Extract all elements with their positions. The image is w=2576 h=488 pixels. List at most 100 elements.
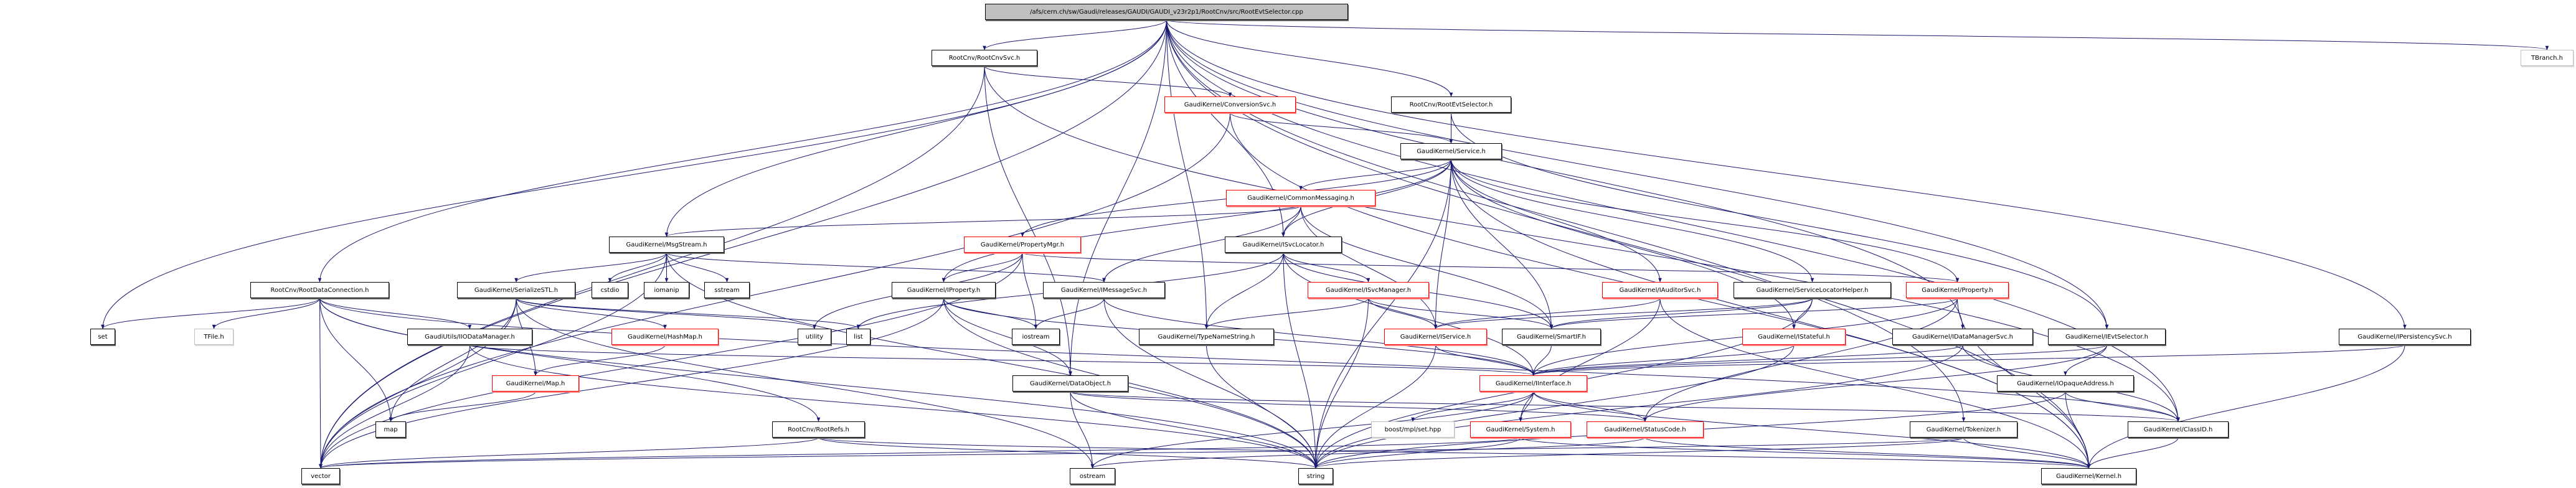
node-istateful[interactable]: GaudiKernel/IStateful.h (1742, 329, 1846, 345)
edge-serializestl-to-utility (516, 298, 816, 329)
edge-msgstream-to-imessagesvc (666, 252, 1106, 283)
node-iservice[interactable]: GaudiKernel/IService.h (1384, 329, 1487, 345)
node-sstream[interactable]: sstream (704, 282, 750, 298)
edge-ipersistencysvc-to-kernel (2087, 344, 2405, 469)
node-isvcmanager[interactable]: GaudiKernel/ISvcManager.h (1308, 282, 1429, 298)
node-vector[interactable]: vector (301, 468, 340, 484)
edge-rootcnvsvc-to-conversionsvc (984, 65, 1232, 97)
node-service[interactable]: GaudiKernel/Service.h (1400, 143, 1502, 159)
node-string[interactable]: string (1298, 468, 1333, 484)
edge-svclochelper-to-iservice (1433, 298, 1813, 329)
edge-iauditorsvc-to-iservice (1433, 298, 1661, 329)
edge-root-to-vector (319, 19, 1167, 469)
node-mapgk[interactable]: GaudiKernel/Map.h (492, 375, 579, 392)
edge-isvcmanager-to-smartif (1368, 298, 1554, 329)
edge-idatamgrsvc-to-iinterface (1531, 344, 1963, 376)
node-dataobject[interactable]: GaudiKernel/DataObject.h (1012, 375, 1128, 392)
edge-rootdataconn-to-iiodatamgr (319, 298, 472, 329)
node-svclochelper[interactable]: GaudiKernel/ServiceLocatorHelper.h (1734, 282, 1891, 298)
node-set[interactable]: set (90, 329, 115, 345)
edge-property-to-smartif (1549, 298, 1958, 329)
node-classid[interactable]: GaudiKernel/ClassID.h (2128, 421, 2229, 438)
edge-hashmap-to-mapgk (534, 344, 666, 376)
edge-ievtselector-to-statuscode (1643, 344, 2107, 422)
node-ipersistencysvc[interactable]: GaudiKernel/IPersistencySvc.h (2339, 329, 2471, 345)
node-smartif[interactable]: GaudiKernel/SmartIF.h (1502, 329, 1601, 345)
edge-rootdataconn-to-vector (319, 298, 323, 469)
edge-root-to-rootdataconn (318, 19, 1167, 283)
node-msgstream[interactable]: GaudiKernel/MsgStream.h (609, 237, 724, 253)
edge-service-to-property (1451, 159, 1960, 283)
edge-service-to-iauditorsvc (1451, 159, 1662, 283)
edge-iopaqueaddr-to-classid (2065, 391, 2180, 422)
node-idatamgrsvc[interactable]: GaudiKernel/IDataManagerSvc.h (1892, 329, 2033, 345)
edge-propertymgr-to-iproperty (941, 252, 1023, 283)
node-rootevtselh[interactable]: RootCnv/RootEvtSelector.h (1391, 96, 1511, 113)
node-iauditorsvc[interactable]: GaudiKernel/IAuditorSvc.h (1602, 282, 1718, 298)
edge-dataobject-to-classid (1070, 391, 2180, 422)
edge-dataobject-to-statuscode (1070, 391, 1647, 422)
node-cstdio[interactable]: cstdio (592, 282, 628, 298)
node-rootcnvsvc[interactable]: RootCnv/RootCnvSvc.h (932, 50, 1037, 66)
node-hashmap[interactable]: GaudiKernel/HashMap.h (611, 329, 719, 345)
node-property[interactable]: GaudiKernel/Property.h (1906, 282, 2009, 298)
edge-dataobject-to-string (1070, 391, 1318, 469)
node-propertymgr[interactable]: GaudiKernel/PropertyMgr.h (964, 237, 1081, 253)
node-ostream[interactable]: ostream (1070, 468, 1115, 484)
edge-conversionsvc-to-service (1230, 112, 1453, 144)
node-kernel[interactable]: GaudiKernel/Kernel.h (2041, 468, 2136, 484)
node-list[interactable]: list (846, 329, 870, 345)
edge-system-to-string (1314, 437, 1521, 469)
node-rootdataconn[interactable]: RootCnv/RootDataConnection.h (250, 282, 389, 298)
edge-commonmsg-to-iservice (1300, 205, 1438, 329)
edge-system-to-kernel (1520, 437, 2091, 469)
edge-rootrefs-to-string (818, 437, 1318, 469)
edge-statuscode-to-kernel (1644, 437, 2091, 469)
node-iproperty[interactable]: GaudiKernel/IProperty.h (892, 282, 996, 298)
node-iostream[interactable]: iostream (1012, 329, 1060, 345)
edge-root-to-ievtselector (1166, 19, 2109, 329)
edge-service-to-iservice (1433, 159, 1451, 329)
edge-classid-to-kernel (2087, 437, 2179, 469)
edge-ipersistencysvc-to-iinterface (1532, 344, 2405, 376)
edge-imessagesvc-to-iostream (1034, 298, 1105, 329)
edge-service-to-string (1314, 159, 1451, 469)
node-map[interactable]: map (375, 421, 406, 438)
edge-rootrefs-to-vector (319, 437, 819, 469)
edge-imessagesvc-to-iinterface (1103, 298, 1536, 376)
edge-msgstream-to-serializestl (514, 252, 667, 283)
node-statuscode[interactable]: GaudiKernel/StatusCode.h (1587, 421, 1704, 438)
node-iiodatamgr[interactable]: GaudiUtils/IIODataManager.h (407, 329, 532, 345)
node-conversionsvc[interactable]: GaudiKernel/ConversionSvc.h (1164, 96, 1296, 113)
node-commonmsg[interactable]: GaudiKernel/CommonMessaging.h (1226, 190, 1375, 206)
node-iinterface[interactable]: GaudiKernel/IInterface.h (1479, 375, 1587, 392)
edge-iiodatamgr-to-vector (319, 344, 470, 469)
node-isvclocator[interactable]: GaudiKernel/ISvcLocator.h (1225, 237, 1342, 253)
edge-serializestl-to-map (389, 298, 517, 422)
node-tokenizer[interactable]: GaudiKernel/Tokenizer.h (1910, 421, 2017, 438)
edge-rootdataconn-to-string (319, 298, 1318, 469)
node-ievtselector[interactable]: GaudiKernel/IEvtSelector.h (2048, 329, 2166, 345)
node-iomanip[interactable]: iomanip (644, 282, 689, 298)
node-imessagesvc[interactable]: GaudiKernel/IMessageSvc.h (1043, 282, 1165, 298)
edge-root-to-idatamgrsvc (1166, 19, 1965, 329)
edge-isvcmanager-to-string (1314, 298, 1369, 469)
edge-root-to-tbranch (1166, 19, 2549, 50)
node-typenamestring[interactable]: GaudiKernel/TypeNameString.h (1139, 329, 1274, 345)
node-iopaqueaddr[interactable]: GaudiKernel/IOpaqueAddress.h (1997, 375, 2134, 392)
edge-propertymgr-to-iostream (1022, 252, 1038, 329)
edge-serializestl-to-list (516, 298, 861, 329)
edge-isvclocator-to-typenamestring (1204, 252, 1284, 329)
edge-isvclocator-to-isvcmanager (1283, 252, 1371, 283)
edge-rootdataconn-to-classid (319, 298, 2180, 422)
node-rootrefs[interactable]: RootCnv/RootRefs.h (772, 421, 865, 438)
edge-svclochelper-to-smartif (1549, 298, 1813, 329)
node-serializestl[interactable]: GaudiKernel/SerializeSTL.h (457, 282, 575, 298)
node-boostset: boost/mpl/set.hpp (1371, 421, 1455, 438)
edge-root-to-msgstream (664, 19, 1167, 237)
edge-serializestl-to-hashmap (516, 298, 667, 329)
node-system[interactable]: GaudiKernel/System.h (1470, 421, 1571, 438)
edge-ievtselector-to-iopaqueaddr (2064, 344, 2107, 376)
node-utility[interactable]: utility (798, 329, 831, 345)
